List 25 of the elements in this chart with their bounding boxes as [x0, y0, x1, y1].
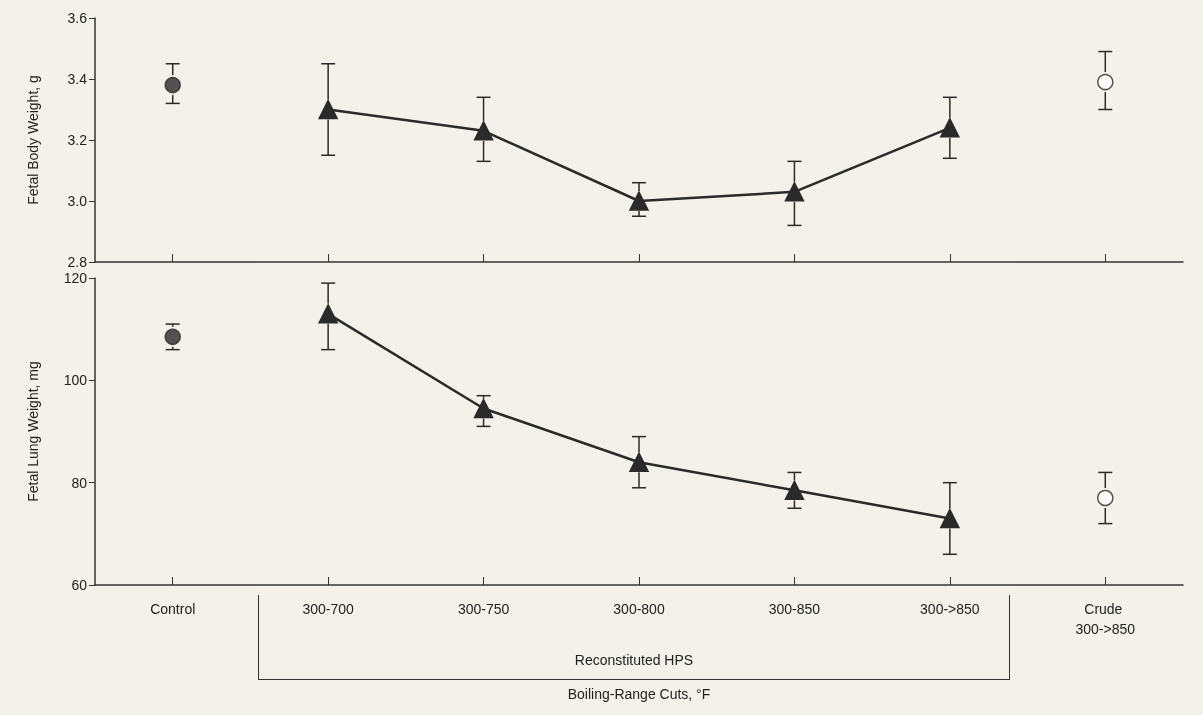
point	[318, 99, 338, 120]
x-tick-label: 300-750	[457, 601, 510, 617]
x-tick-label: 300-850	[768, 601, 821, 617]
y-tick-label: 120	[63, 270, 88, 286]
point	[940, 118, 960, 138]
y-tick-label: 3.2	[67, 132, 88, 148]
y-tick-label: 3.6	[67, 10, 88, 26]
y-tick-label: 3.0	[67, 193, 88, 209]
y-tick-label: 100	[63, 372, 88, 389]
point	[629, 191, 649, 211]
point	[784, 182, 805, 202]
y-axis-title: Fetal Lung Weight, mg	[25, 361, 41, 502]
x-tick-label: 300-700	[302, 601, 355, 617]
x-tick-label: Control	[150, 601, 196, 617]
text: Reconstituted HPS	[573, 652, 695, 668]
point	[473, 121, 494, 141]
x-tick-label: 300-800	[613, 601, 665, 617]
y-tick-label: 60	[71, 577, 88, 593]
x-tick-label: 300->850	[920, 601, 980, 617]
y-tick-label: 80	[71, 474, 88, 491]
x-tick-label: Crude 300->850	[1075, 601, 1136, 637]
y-tick-label: 2.8	[67, 254, 88, 270]
y-tick-label: 3.4	[67, 71, 88, 87]
x-axis-title: Boiling-Range Cuts, °F	[567, 686, 711, 702]
y-axis-title: Fetal Body Weight, g	[25, 75, 41, 205]
